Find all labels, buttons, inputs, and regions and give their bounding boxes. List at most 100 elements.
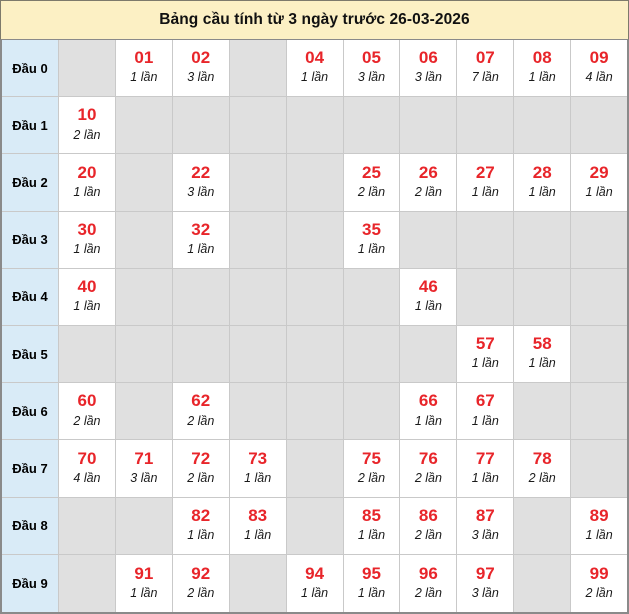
number-cell[interactable]: 72 2 lần bbox=[172, 440, 230, 498]
number-count: 2 lần bbox=[585, 585, 613, 600]
number-cell-empty bbox=[59, 40, 116, 98]
number-cell-empty bbox=[514, 383, 572, 441]
number-cell[interactable]: 89 1 lần bbox=[571, 497, 628, 555]
number-cell-empty bbox=[229, 326, 287, 384]
number-cell[interactable]: 02 3 lần bbox=[172, 40, 230, 98]
number-cell[interactable]: 87 3 lần bbox=[457, 497, 515, 555]
number-cell-empty bbox=[571, 383, 628, 441]
number-cell[interactable]: 67 1 lần bbox=[457, 383, 515, 441]
number-cell-empty bbox=[286, 268, 344, 327]
table-row: Đầu 5 57 1 lần 58 1 lần bbox=[2, 326, 628, 384]
number-cell[interactable]: 85 1 lần bbox=[343, 497, 401, 555]
number-cell-empty bbox=[115, 497, 173, 555]
row-label-text: Đầu 6 bbox=[12, 403, 48, 419]
number-cell[interactable]: 08 1 lần bbox=[514, 40, 572, 98]
number-value: 66 bbox=[418, 391, 438, 411]
number-count: 2 lần bbox=[414, 470, 442, 485]
number-cell-empty bbox=[457, 268, 515, 327]
number-cell[interactable]: 04 1 lần bbox=[286, 40, 344, 98]
number-cell[interactable]: 96 2 lần bbox=[400, 554, 458, 613]
number-cell[interactable]: 25 2 lần bbox=[343, 154, 401, 212]
number-cell[interactable]: 32 1 lần bbox=[172, 211, 230, 269]
row-label-text: Đầu 0 bbox=[12, 60, 48, 76]
number-value: 27 bbox=[475, 162, 495, 182]
number-cell-empty bbox=[400, 97, 458, 155]
number-cell-empty bbox=[229, 268, 287, 327]
table-row: Đầu 0 01 1 lần 02 3 lần 04 1 lần 05 3 lần 06 3 lần… bbox=[2, 40, 628, 98]
number-cell-empty bbox=[400, 211, 458, 269]
number-cell[interactable]: 26 2 lần bbox=[400, 154, 458, 212]
number-cell[interactable]: 60 2 lần bbox=[59, 383, 116, 441]
number-cell[interactable]: 09 4 lần bbox=[571, 40, 628, 98]
number-cell[interactable]: 01 1 lần bbox=[115, 40, 173, 98]
number-cell[interactable]: 78 2 lần bbox=[514, 440, 572, 498]
number-cell-empty bbox=[571, 97, 628, 155]
number-cell[interactable]: 35 1 lần bbox=[343, 211, 401, 269]
number-cell[interactable]: 91 1 lần bbox=[115, 554, 173, 613]
number-cell-empty bbox=[115, 383, 173, 441]
number-cell-empty bbox=[59, 497, 116, 555]
number-count: 4 lần bbox=[73, 470, 101, 485]
number-value: 26 bbox=[418, 162, 438, 182]
number-cell[interactable]: 20 1 lần bbox=[59, 154, 116, 212]
row-label-9: Đầu 9 bbox=[2, 554, 59, 613]
number-cell[interactable]: 29 1 lần bbox=[571, 154, 628, 212]
number-count: 7 lần bbox=[471, 70, 499, 85]
number-cell-empty bbox=[514, 211, 572, 269]
number-cell[interactable]: 06 3 lần bbox=[400, 40, 458, 98]
number-cell-empty bbox=[457, 211, 515, 269]
number-cell[interactable]: 46 1 lần bbox=[400, 268, 458, 327]
number-cell[interactable]: 94 1 lần bbox=[286, 554, 344, 613]
number-cell-empty bbox=[514, 268, 572, 327]
number-value: 85 bbox=[362, 505, 381, 525]
number-value: 22 bbox=[191, 162, 211, 182]
number-cell[interactable]: 95 1 lần bbox=[343, 554, 401, 613]
number-cell[interactable]: 07 7 lần bbox=[457, 40, 515, 98]
number-count: 1 lần bbox=[73, 241, 101, 256]
number-cell-empty bbox=[343, 97, 401, 155]
number-cell-empty bbox=[571, 268, 628, 327]
number-value: 83 bbox=[248, 505, 268, 525]
number-value: 28 bbox=[532, 162, 552, 182]
row-label-text: Đầu 9 bbox=[12, 575, 48, 591]
number-count: 2 lần bbox=[414, 585, 442, 600]
number-count: 3 lần bbox=[414, 70, 442, 85]
number-count: 1 lần bbox=[244, 470, 272, 485]
number-count: 1 lần bbox=[528, 356, 556, 371]
number-cell[interactable]: 30 1 lần bbox=[59, 211, 116, 269]
number-cell[interactable]: 40 1 lần bbox=[59, 268, 116, 327]
number-count: 1 lần bbox=[187, 241, 215, 256]
number-cell[interactable]: 10 2 lần bbox=[59, 97, 116, 155]
number-cell[interactable]: 57 1 lần bbox=[457, 326, 515, 384]
number-count: 1 lần bbox=[585, 184, 613, 199]
frequency-grid: Đầu 0 01 1 lần 02 3 lần 04 1 lần 05 3 lần 06 3 lần… bbox=[0, 40, 629, 614]
number-count: 3 lần bbox=[130, 470, 158, 485]
number-cell[interactable]: 77 1 lần bbox=[457, 440, 515, 498]
number-cell[interactable]: 83 1 lần bbox=[229, 497, 287, 555]
number-value: 20 bbox=[77, 162, 97, 182]
number-cell[interactable]: 66 1 lần bbox=[400, 383, 458, 441]
number-cell[interactable]: 62 2 lần bbox=[172, 383, 230, 441]
number-cell[interactable]: 76 2 lần bbox=[400, 440, 458, 498]
number-cell[interactable]: 82 1 lần bbox=[172, 497, 230, 555]
number-cell[interactable]: 27 1 lần bbox=[457, 154, 515, 212]
number-cell-empty bbox=[514, 554, 572, 613]
number-cell[interactable]: 05 3 lần bbox=[343, 40, 401, 98]
number-cell[interactable]: 22 3 lần bbox=[172, 154, 230, 212]
number-cell[interactable]: 58 1 lần bbox=[514, 326, 572, 384]
number-cell[interactable]: 70 4 lần bbox=[59, 440, 116, 498]
number-count: 1 lần bbox=[187, 527, 215, 542]
number-cell[interactable]: 97 3 lần bbox=[457, 554, 515, 613]
number-cell[interactable]: 99 2 lần bbox=[571, 554, 628, 613]
number-cell[interactable]: 75 2 lần bbox=[343, 440, 401, 498]
row-label-3: Đầu 3 bbox=[2, 211, 59, 269]
table-row: Đầu 3 30 1 lần 32 1 lần 35 1 lần bbox=[2, 211, 628, 269]
number-cell[interactable]: 71 3 lần bbox=[115, 440, 173, 498]
number-cell[interactable]: 92 2 lần bbox=[172, 554, 230, 613]
number-cell-empty bbox=[514, 97, 572, 155]
number-value: 35 bbox=[362, 219, 381, 239]
number-cell-empty bbox=[343, 326, 401, 384]
number-cell[interactable]: 73 1 lần bbox=[229, 440, 287, 498]
number-cell[interactable]: 86 2 lần bbox=[400, 497, 458, 555]
number-cell[interactable]: 28 1 lần bbox=[514, 154, 572, 212]
